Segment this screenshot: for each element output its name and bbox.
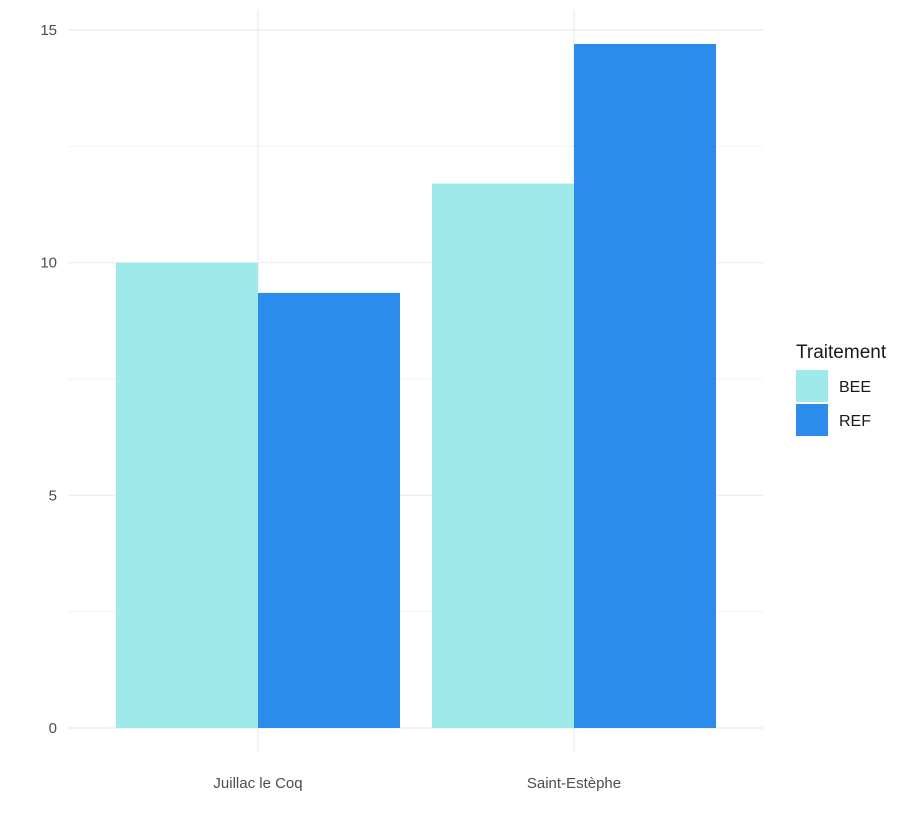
y-tick-label: 10 — [40, 255, 57, 272]
bar-bee-2 — [432, 183, 574, 728]
legend-swatch-bee — [796, 370, 828, 402]
bar-bee-1 — [116, 262, 258, 728]
bar-ref-2 — [574, 43, 716, 728]
y-axis-ticks: 0 5 10 15 — [40, 22, 57, 737]
x-tick-label: Saint-Estèphe — [527, 775, 621, 792]
bars-group — [116, 43, 716, 728]
legend-swatch-ref — [796, 404, 828, 436]
x-tick-label: Juillac le Coq — [213, 775, 302, 792]
x-axis-ticks: Juillac le Coq Saint-Estèphe — [213, 775, 621, 792]
y-tick-label: 0 — [49, 720, 57, 737]
y-tick-label: 15 — [40, 22, 57, 39]
bar-ref-1 — [258, 292, 400, 728]
legend-label-bee: BEE — [839, 379, 871, 396]
legend-title: Traitement — [796, 342, 887, 363]
legend: Traitement BEE REF — [796, 342, 887, 436]
legend-label-ref: REF — [839, 413, 871, 430]
y-tick-label: 5 — [49, 487, 57, 504]
